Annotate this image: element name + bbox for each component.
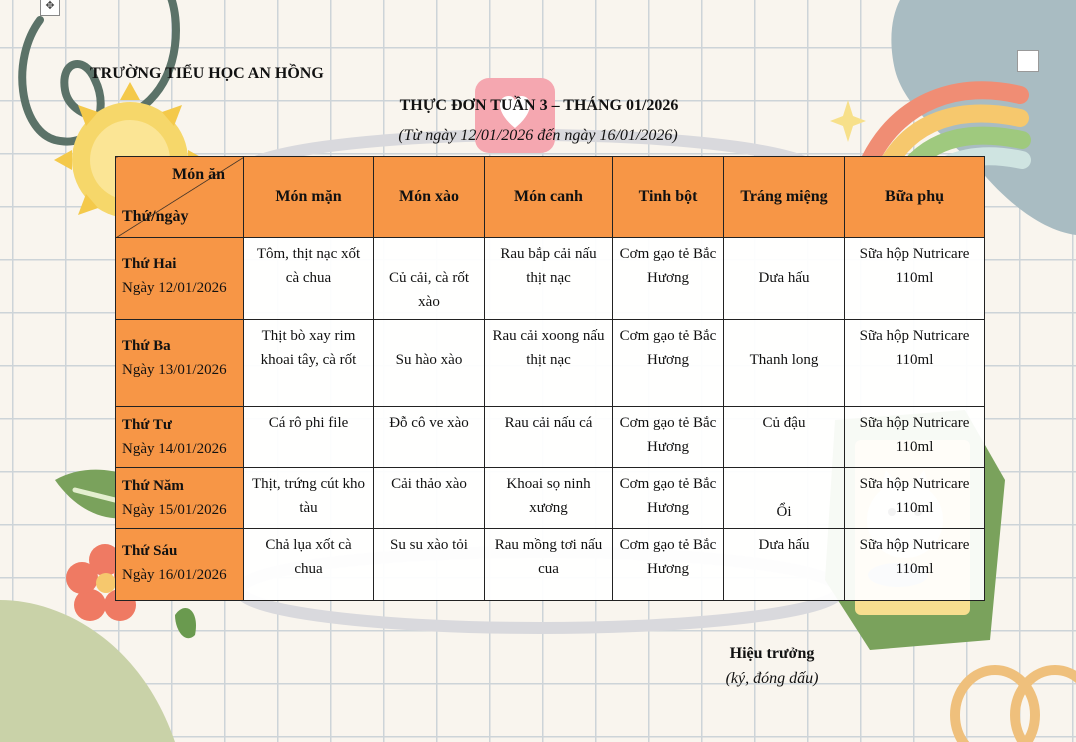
table-cell: Cải thảo xào — [373, 467, 485, 529]
table-cell: Rau bắp cải nấu thịt nạc — [484, 237, 613, 320]
table-cell: Rau cải nấu cá — [484, 406, 613, 468]
day-cell: Thứ Sáu Ngày 16/01/2026 — [115, 528, 244, 601]
day-name: Thứ Tư — [122, 417, 172, 433]
table-cell: Su su xào tỏi — [373, 528, 485, 601]
column-header: Món xào — [373, 156, 485, 238]
table-cell: Cơm gạo tẻ Bắc Hương — [612, 406, 724, 468]
menu-title-text: THỰC ĐƠN TUẦN 3 – THÁNG 01/2026 — [399, 97, 679, 114]
table-cell: Su hào xào — [373, 319, 485, 407]
table-cell: Củ cải, cà rốt xào — [373, 237, 485, 320]
day-date: Ngày 13/01/2026 — [122, 362, 227, 378]
table-cell: Cơm gạo tẻ Bắc Hương — [612, 237, 724, 320]
table-cell: Dưa hấu — [723, 237, 845, 320]
day-date: Ngày 15/01/2026 — [122, 502, 227, 518]
table-cell: Củ đậu — [723, 406, 845, 468]
day-name: Thứ Năm — [122, 478, 184, 494]
hill-shape — [0, 600, 175, 742]
corner-dish-label: Món ăn — [172, 166, 225, 183]
table-cell: Sữa hộp Nutricare 110ml — [844, 237, 985, 320]
table-cell: Dưa hấu — [723, 528, 845, 601]
table-cell: Cơm gạo tẻ Bắc Hương — [612, 467, 724, 529]
column-header: Bữa phụ — [844, 156, 985, 238]
day-date: Ngày 16/01/2026 — [122, 567, 227, 583]
table-cell: Khoai sọ ninh xương — [484, 467, 613, 529]
principal-title: Hiệu trưởng — [729, 645, 815, 662]
menu-table: Món ăn Thứ/ngày Món mặn Món xào Món canh… — [115, 156, 985, 601]
menu-title: THỰC ĐƠN TUẦN 3 – THÁNG 01/2026 — [0, 97, 1076, 115]
day-cell: Thứ Tư Ngày 14/01/2026 — [115, 406, 244, 468]
corner-day-label: Thứ/ngày — [122, 208, 189, 225]
table-cell: Sữa hộp Nutricare 110ml — [844, 467, 985, 529]
table-cell: Cơm gạo tẻ Bắc Hương — [612, 528, 724, 601]
day-cell: Thứ Năm Ngày 15/01/2026 — [115, 467, 244, 529]
table-cell: Sữa hộp Nutricare 110ml — [844, 319, 985, 407]
column-header: Món mặn — [243, 156, 374, 238]
table-cell: Tôm, thịt nạc xốt cà chua — [243, 237, 374, 320]
table-cell: Cơm gạo tẻ Bắc Hương — [612, 319, 724, 407]
table-cell: Rau cải xoong nấu thịt nạc — [484, 319, 613, 407]
sparkle-icon — [830, 100, 866, 142]
column-header: Tinh bột — [612, 156, 724, 238]
table-cell: Thịt bò xay rim khoai tây, cà rốt — [243, 319, 374, 407]
table-cell: Ổi — [723, 467, 845, 529]
date-range: (Từ ngày 12/01/2026 đến ngày 16/01/2026) — [398, 127, 678, 144]
table-cell: Chả lụa xốt cà chua — [243, 528, 374, 601]
table-cell: Cá rô phi file — [243, 406, 374, 468]
corner-header-cell: Món ăn Thứ/ngày — [115, 156, 244, 238]
day-name: Thứ Sáu — [122, 543, 178, 559]
column-header: Tráng miệng — [723, 156, 845, 238]
table-row: Thứ Tư Ngày 14/01/2026 Cá rô phi file Đỗ… — [115, 406, 985, 468]
arc-decoration — [950, 665, 1076, 742]
table-cell: Sữa hộp Nutricare 110ml — [844, 406, 985, 468]
table-row: Thứ Ba Ngày 13/01/2026 Thịt bò xay rim k… — [115, 319, 985, 407]
school-name: TRƯỜNG TIỂU HỌC AN HỒNG — [90, 65, 324, 82]
day-date: Ngày 14/01/2026 — [122, 441, 227, 457]
day-cell: Thứ Hai Ngày 12/01/2026 — [115, 237, 244, 320]
resize-handle[interactable] — [1017, 50, 1039, 72]
day-cell: Thứ Ba Ngày 13/01/2026 — [115, 319, 244, 407]
day-name: Thứ Ba — [122, 338, 171, 354]
table-row: Thứ Năm Ngày 15/01/2026 Thịt, trứng cút … — [115, 467, 985, 529]
day-date: Ngày 12/01/2026 — [122, 280, 227, 296]
signature-note: (ký, đóng dấu) — [725, 670, 819, 687]
table-cell: Thịt, trứng cút kho tàu — [243, 467, 374, 529]
table-header-row: Món ăn Thứ/ngày Món mặn Món xào Món canh… — [115, 156, 985, 238]
move-handle-icon[interactable]: ✥ — [40, 0, 60, 16]
table-cell: Rau mồng tơi nấu cua — [484, 528, 613, 601]
heart-icon — [475, 78, 555, 153]
table-row: Thứ Hai Ngày 12/01/2026 Tôm, thịt nạc xố… — [115, 237, 985, 320]
table-cell: Thanh long — [723, 319, 845, 407]
loop-ribbon-icon — [18, 0, 180, 146]
day-name: Thứ Hai — [122, 256, 177, 272]
column-header: Món canh — [484, 156, 613, 238]
table-cell: Sữa hộp Nutricare 110ml — [844, 528, 985, 601]
table-row: Thứ Sáu Ngày 16/01/2026 Chả lụa xốt cà c… — [115, 528, 985, 601]
table-cell: Đỗ cô ve xào — [373, 406, 485, 468]
